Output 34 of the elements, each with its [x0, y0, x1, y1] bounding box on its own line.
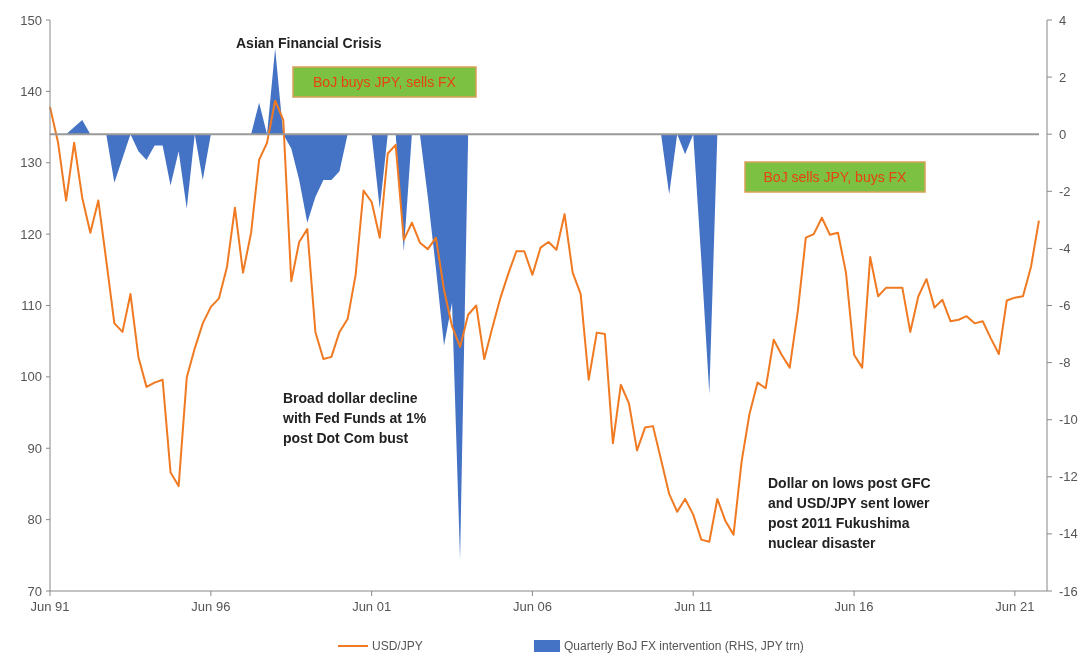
y-tick-label: 70: [27, 583, 42, 599]
annotation: Dollar on lows post GFC and USD/JPY sent lower post 2011 Fukushima nuclear disaster: [768, 474, 931, 551]
y2-tick-label: -12: [1059, 469, 1078, 485]
annotation: BoJ sells JPY, buys FX: [763, 169, 908, 185]
y-tick-label: 150: [20, 12, 42, 28]
y2-tick-label: -14: [1059, 526, 1078, 542]
x-tick-label: Jun 11: [674, 599, 713, 614]
annotation: Asian Financial Crisis: [236, 34, 382, 51]
x-tick-label: Jun 16: [834, 599, 874, 614]
annotation: BoJ buys JPY, sells FX: [313, 74, 457, 90]
y-tick-label: 90: [27, 440, 42, 456]
y2-tick-label: -8: [1059, 355, 1071, 371]
x-tick-label: Jun 06: [512, 599, 552, 614]
y-tick-label: 130: [20, 155, 42, 171]
y-tick-label: 140: [20, 83, 42, 99]
x-tick-label: Jun 21: [995, 599, 1035, 614]
y2-tick-label: 2: [1059, 69, 1067, 85]
legend-label: Quarterly BoJ FX intervention (RHS, JPY trn): [564, 639, 804, 654]
x-tick-label: Jun 91: [30, 599, 70, 614]
y2-tick-label: -6: [1059, 298, 1071, 314]
annotation: Broad dollar decline with Fed Funds at 1% post Dot Com bust: [282, 389, 427, 446]
y-tick-label: 80: [27, 512, 42, 528]
x-tick-label: Jun 01: [352, 599, 392, 614]
y2-tick-label: 4: [1059, 12, 1067, 28]
y2-tick-label: -2: [1059, 183, 1071, 199]
x-tick-label: Jun 96: [191, 599, 231, 614]
y2-tick-label: -10: [1059, 412, 1078, 428]
legend-label: USD/JPY: [372, 639, 423, 654]
y2-tick-label: 0: [1059, 126, 1067, 142]
y-tick-label: 110: [21, 298, 42, 314]
y-tick-label: 100: [20, 369, 42, 385]
y2-tick-label: -4: [1059, 240, 1071, 256]
y-tick-label: 120: [20, 226, 42, 242]
y2-tick-label: -16: [1059, 583, 1078, 599]
